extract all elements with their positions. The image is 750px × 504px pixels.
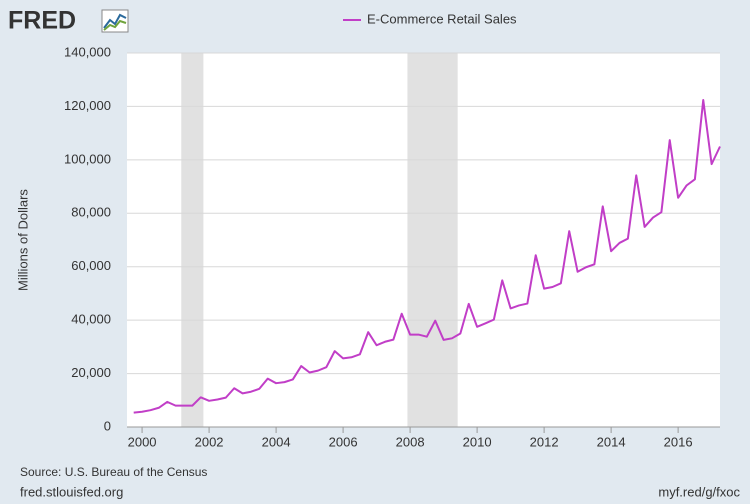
y-tick-label: 20,000 — [71, 365, 111, 380]
x-tick-label: 2014 — [597, 434, 626, 449]
x-tick-label: 2010 — [463, 434, 492, 449]
x-tick-label: 2004 — [262, 434, 291, 449]
source: Source: U.S. Bureau of the Census — [20, 465, 207, 479]
y-axis-label: Millions of Dollars — [15, 189, 30, 291]
y-tick-label: 120,000 — [64, 98, 111, 113]
short-url: myf.red/g/fxoc — [658, 484, 740, 499]
y-tick-label: 40,000 — [71, 312, 111, 327]
y-tick-label: 60,000 — [71, 258, 111, 273]
recession-band — [407, 53, 458, 427]
y-tick-label: 0 — [104, 418, 111, 433]
x-tick-label: 2006 — [329, 434, 358, 449]
x-tick-label: 2002 — [195, 434, 224, 449]
y-tick-label: 140,000 — [64, 44, 111, 59]
line-series — [133, 99, 721, 414]
site: fred.stlouisfed.org — [20, 484, 123, 499]
y-tick-label: 100,000 — [64, 151, 111, 166]
x-tick-label: 2012 — [530, 434, 559, 449]
x-tick-label: 2016 — [664, 434, 693, 449]
legend-label: E-Commerce Retail Sales — [367, 11, 517, 26]
y-tick-label: 80,000 — [71, 205, 111, 220]
logo: FRED — [8, 7, 76, 35]
logo-icon — [101, 9, 129, 33]
x-tick-label: 2008 — [396, 434, 425, 449]
recession-band — [181, 53, 204, 427]
x-tick-label: 2000 — [128, 434, 157, 449]
